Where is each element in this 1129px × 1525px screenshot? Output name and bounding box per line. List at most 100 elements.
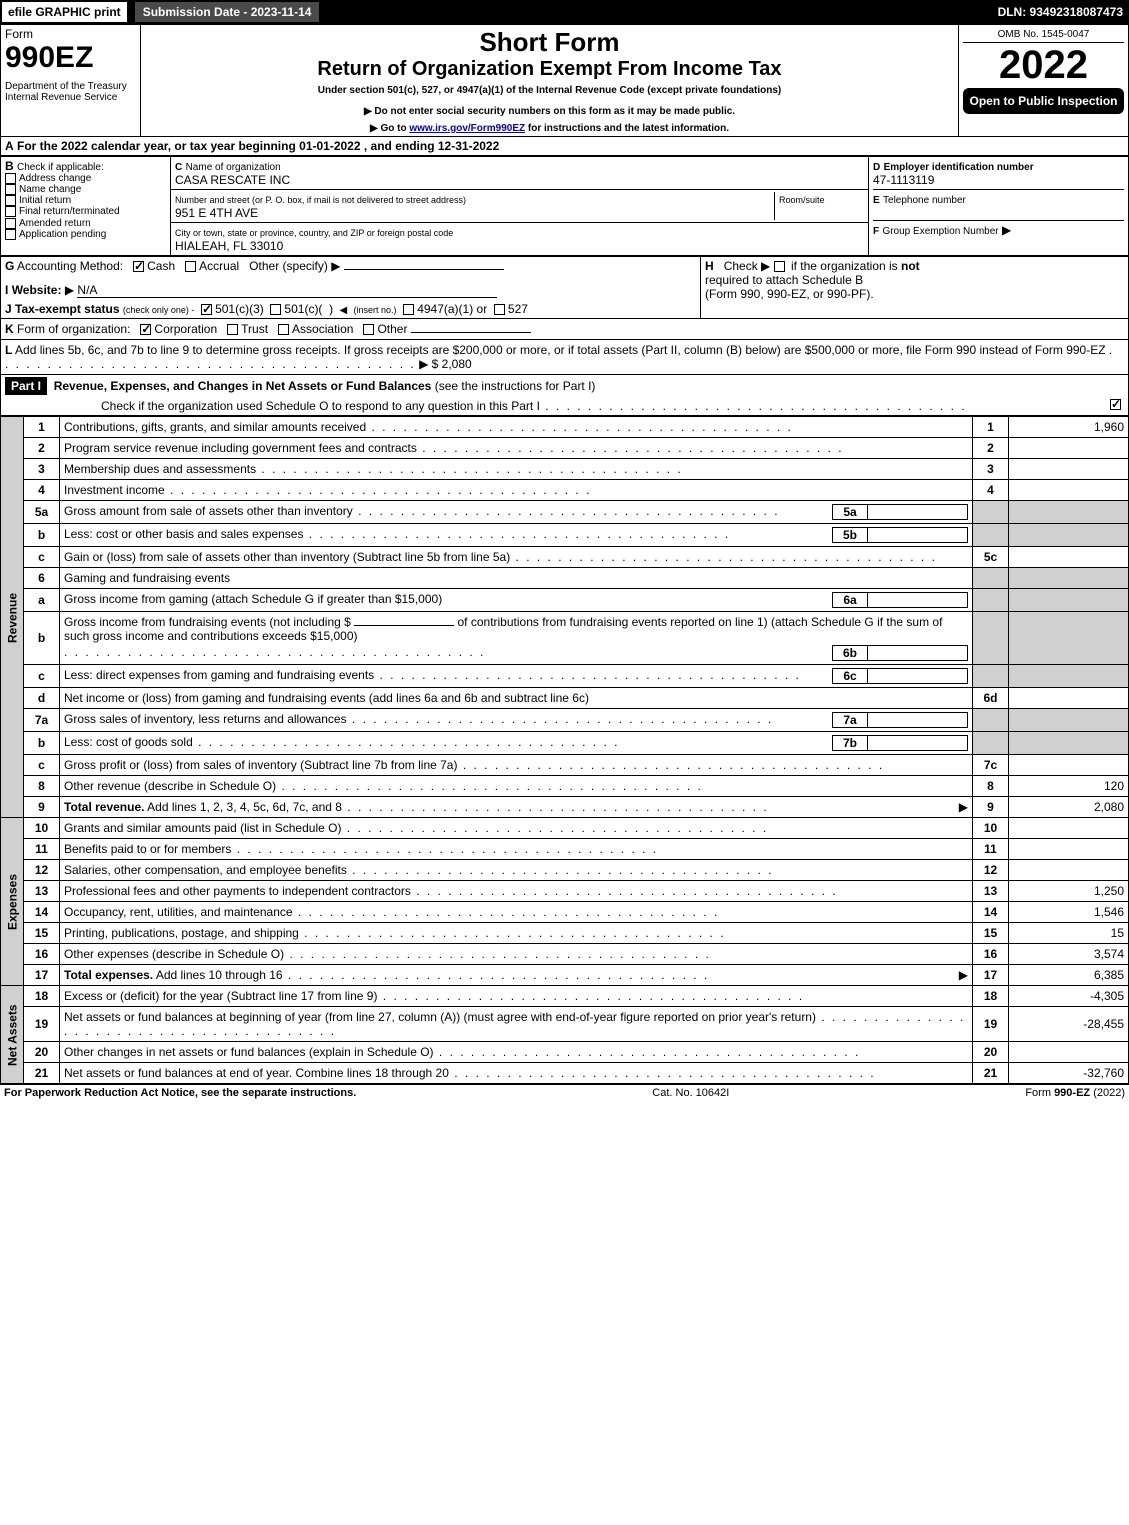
- c-heading: Name of organization: [186, 162, 281, 173]
- l-amount: $ 2,080: [432, 357, 472, 371]
- line-21-text: Net assets or fund balances at end of ye…: [60, 1063, 973, 1084]
- grey-cell: [1009, 709, 1129, 732]
- k-other-input[interactable]: [411, 332, 531, 333]
- checkbox-501c[interactable]: [270, 304, 281, 315]
- checkbox-501c3[interactable]: [201, 304, 212, 315]
- line-6d-amount: [1009, 688, 1129, 709]
- k-other: Other: [377, 322, 407, 336]
- checkbox-4947[interactable]: [403, 304, 414, 315]
- g-other-input[interactable]: [344, 269, 504, 270]
- label-k: K: [5, 322, 14, 336]
- box-6a-value: [868, 592, 968, 608]
- line-a-begin: 01-01-2022: [299, 139, 360, 153]
- side-label-netassets: Net Assets: [1, 986, 24, 1084]
- irs-link[interactable]: www.irs.gov/Form990EZ: [409, 123, 525, 134]
- grey-cell: [1009, 568, 1129, 589]
- checkbox-schedule-b-not-required[interactable]: [774, 261, 785, 272]
- box-5b-label: 5b: [832, 527, 868, 543]
- line-num: 13: [24, 881, 60, 902]
- k-trust: Trust: [241, 322, 268, 336]
- box-6a-label: 6a: [832, 592, 868, 608]
- checkbox-cash[interactable]: [133, 261, 144, 272]
- dln-label: DLN: 93492318087473: [998, 5, 1129, 19]
- grey-cell: [973, 665, 1009, 688]
- main-title: Return of Organization Exempt From Incom…: [145, 58, 954, 81]
- line-num: 14: [24, 902, 60, 923]
- checkbox-address-change[interactable]: [5, 173, 16, 184]
- line-ref: 2: [973, 438, 1009, 459]
- line-ref: 10: [973, 818, 1009, 839]
- line-5c-amount: [1009, 547, 1129, 568]
- line-num: 1: [24, 417, 60, 438]
- k-assoc: Association: [292, 322, 353, 336]
- label-d: D: [873, 162, 880, 173]
- arrow-icon: ▶: [419, 357, 428, 371]
- checkbox-corporation[interactable]: [140, 324, 151, 335]
- line-3-amount: [1009, 459, 1129, 480]
- street: 951 E 4TH AVE: [175, 206, 258, 220]
- line-ref: 16: [973, 944, 1009, 965]
- line-num: b: [24, 612, 60, 665]
- label-g: G: [5, 259, 14, 273]
- checkbox-trust[interactable]: [227, 324, 238, 335]
- org-name: CASA RESCATE INC: [175, 173, 290, 187]
- line-a-mid: , and ending: [364, 139, 438, 153]
- form-number: 990EZ: [5, 41, 136, 75]
- line-5b-text: Less: cost or other basis and sales expe…: [64, 527, 832, 543]
- line-num: 15: [24, 923, 60, 944]
- line-9-amount: 2,080: [1009, 797, 1129, 818]
- line-17-pre: Total expenses.: [64, 968, 153, 982]
- checkbox-accrual[interactable]: [185, 261, 196, 272]
- checkbox-schedule-o-used[interactable]: [1110, 399, 1121, 410]
- grey-cell: [1009, 612, 1129, 665]
- line-num: 10: [24, 818, 60, 839]
- line-6a-text: Gross income from gaming (attach Schedul…: [64, 592, 832, 608]
- checkbox-application-pending[interactable]: [5, 229, 16, 240]
- label-c: C: [175, 162, 182, 173]
- j-heading: Tax-exempt status: [15, 302, 119, 316]
- checkbox-other-org[interactable]: [363, 324, 374, 335]
- line-ref: 15: [973, 923, 1009, 944]
- checkbox-amended-return[interactable]: [5, 218, 16, 229]
- label-h: H: [705, 259, 714, 273]
- submission-date-label: Submission Date - 2023-11-14: [133, 0, 322, 24]
- checkbox-527[interactable]: [494, 304, 505, 315]
- part-i-label: Part I: [5, 377, 47, 395]
- website-value: N/A: [77, 283, 497, 298]
- efile-print-label[interactable]: efile GRAPHIC print: [0, 0, 129, 24]
- line-num: d: [24, 688, 60, 709]
- note-goto-pre: Go to: [380, 123, 409, 134]
- line-9-text: Add lines 1, 2, 3, 4, 5c, 6d, 7c, and 8: [147, 800, 769, 814]
- j-4947: 4947(a)(1) or: [417, 302, 487, 316]
- line-ref: 6d: [973, 688, 1009, 709]
- j-sub: (check only one) -: [123, 305, 195, 315]
- label-i: I: [5, 283, 8, 297]
- line-5a-text: Gross amount from sale of assets other t…: [64, 504, 832, 520]
- line-8-amount: 120: [1009, 776, 1129, 797]
- footer-right-pre: Form: [1025, 1087, 1054, 1099]
- checkbox-name-change[interactable]: [5, 184, 16, 195]
- box-5a-value: [868, 504, 968, 520]
- grey-cell: [1009, 732, 1129, 755]
- footer-right-form: 990-EZ: [1054, 1087, 1090, 1099]
- label-l: L: [5, 343, 12, 357]
- short-form-title: Short Form: [145, 27, 954, 58]
- subtitle: Under section 501(c), 527, or 4947(a)(1)…: [145, 85, 954, 96]
- checkbox-final-return[interactable]: [5, 206, 16, 217]
- checkbox-initial-return[interactable]: [5, 195, 16, 206]
- checkbox-association[interactable]: [278, 324, 289, 335]
- note-goto-post: for instructions and the latest informat…: [528, 123, 729, 134]
- arrow-icon: ▶: [65, 283, 74, 297]
- line-ref: 20: [973, 1042, 1009, 1063]
- line-num: 9: [24, 797, 60, 818]
- street-label: Number and street (or P. O. box, if mail…: [175, 195, 466, 205]
- line-10-text: Grants and similar amounts paid (list in…: [60, 818, 973, 839]
- j-insert: (insert no.): [354, 305, 397, 315]
- city-label: City or town, state or province, country…: [175, 228, 453, 238]
- line-ref: 11: [973, 839, 1009, 860]
- line-7a-text: Gross sales of inventory, less returns a…: [64, 712, 832, 728]
- grey-cell: [973, 568, 1009, 589]
- ghij-block: G Accounting Method: Cash Accrual Other …: [0, 256, 1129, 319]
- line-7b-text: Less: cost of goods sold: [64, 735, 832, 751]
- line-6b-blank[interactable]: [354, 625, 454, 626]
